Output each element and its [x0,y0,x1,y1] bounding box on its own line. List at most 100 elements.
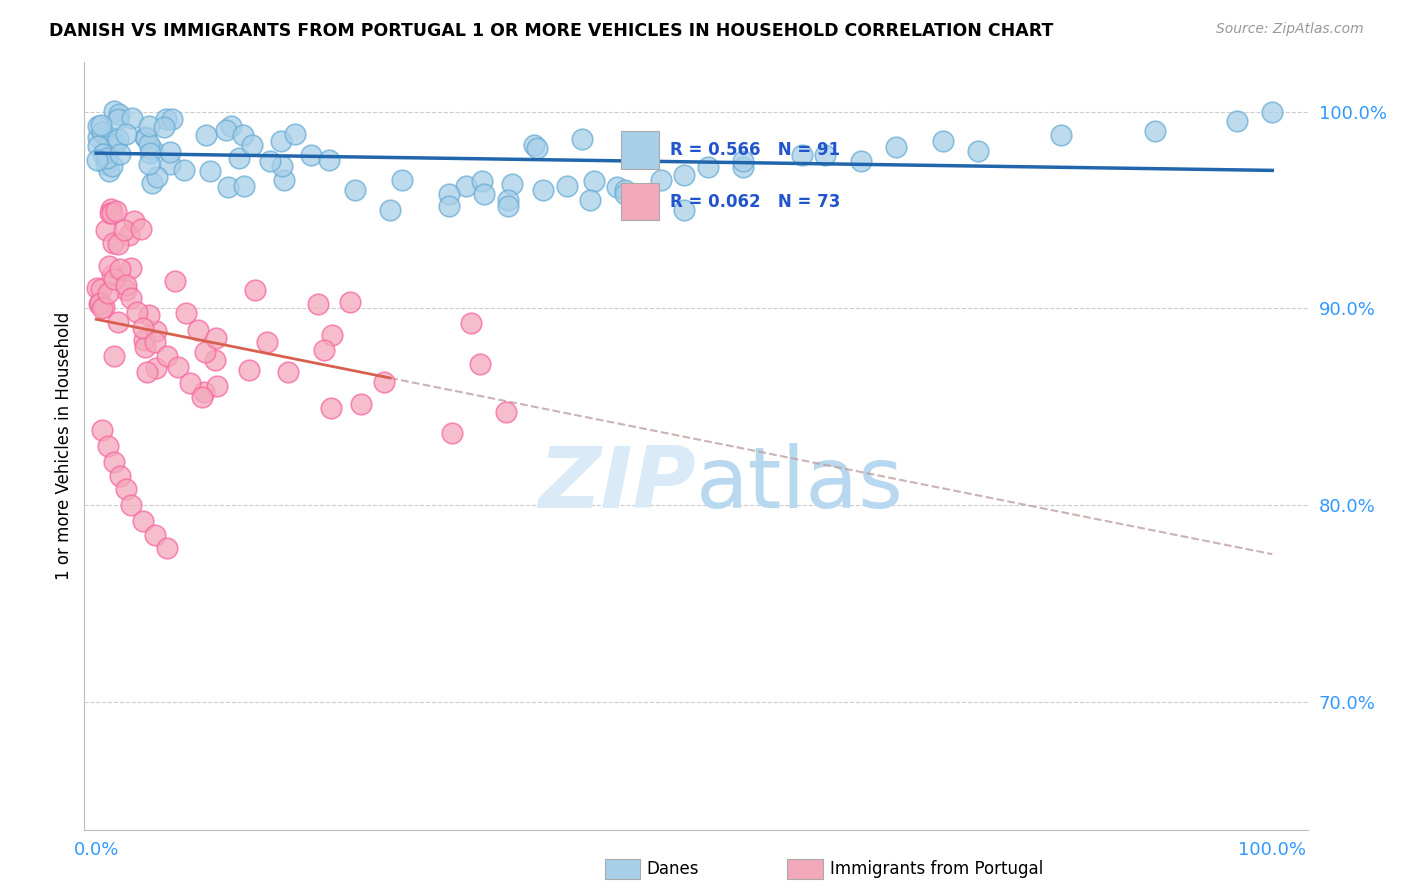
Point [259,153,281,168]
Point [606,179,628,194]
Point [108,107,131,121]
Point [673,168,696,182]
Point [814,148,837,162]
Point [120,260,142,275]
Point [107,315,129,329]
Point [145,324,167,338]
Point [187,323,209,337]
Point [380,202,402,217]
Point [138,308,160,322]
Point [141,176,163,190]
Point [98,206,121,220]
Point [240,137,263,152]
Point [191,390,214,404]
Point [97,163,120,178]
Point [132,514,155,528]
Point [256,335,278,350]
Point [96,151,118,165]
Point [100,268,122,282]
Point [122,214,145,228]
Point [90,118,112,132]
Point [195,128,218,143]
Point [104,137,127,152]
Point [156,349,179,363]
Point [496,199,519,213]
Point [1226,114,1249,128]
Point [571,131,593,145]
Point [167,360,190,375]
Point [108,468,131,483]
Point [94,146,117,161]
Point [232,128,254,143]
Point [790,148,813,162]
Point [131,221,153,235]
Point [198,164,221,178]
Point [91,423,114,437]
Point [100,202,122,216]
Point [90,282,112,296]
Point [673,202,696,217]
Point [849,153,872,168]
Point [441,426,464,441]
Point [87,129,110,144]
Point [134,130,156,145]
Point [233,178,256,193]
Point [103,455,125,469]
Point [143,527,166,541]
Point [501,178,523,192]
Point [93,301,115,315]
Point [103,349,125,363]
Point [243,283,266,297]
Text: DANISH VS IMMIGRANTS FROM PORTUGAL 1 OR MORE VEHICLES IN HOUSEHOLD CORRELATION C: DANISH VS IMMIGRANTS FROM PORTUGAL 1 OR … [49,22,1053,40]
Point [115,283,138,297]
Point [120,498,142,512]
Point [97,136,120,150]
Y-axis label: 1 or more Vehicles in Household: 1 or more Vehicles in Household [55,312,73,580]
Point [193,384,215,399]
Point [343,183,366,197]
Point [173,162,195,177]
Point [114,277,136,292]
Text: ZIP: ZIP [538,442,696,526]
Point [135,365,157,379]
Point [132,321,155,335]
Point [138,157,160,171]
Point [138,137,160,152]
Point [214,123,236,137]
Point [217,180,239,194]
Point [205,378,228,392]
Point [101,134,124,148]
Point [273,173,295,187]
Point [118,227,141,242]
Point [121,111,143,125]
Point [87,119,110,133]
Point [731,153,754,168]
Point [319,401,342,415]
Point [731,160,754,174]
Point [179,376,201,390]
Point [91,301,114,316]
Point [495,405,517,419]
Point [350,397,373,411]
Point [159,145,181,159]
Point [391,173,413,187]
Point [107,236,129,251]
Point [460,316,482,330]
Point [194,345,217,359]
Point [103,104,125,119]
Point [143,334,166,349]
Point [104,204,127,219]
Point [87,297,110,311]
Point [97,439,120,453]
Point [967,144,990,158]
Point [160,112,183,127]
Point [339,294,361,309]
Point [141,142,163,156]
Point [155,112,177,126]
Point [94,223,117,237]
Point [932,134,955,148]
Point [270,159,292,173]
Point [579,193,602,207]
Point [526,141,548,155]
Point [134,333,156,347]
